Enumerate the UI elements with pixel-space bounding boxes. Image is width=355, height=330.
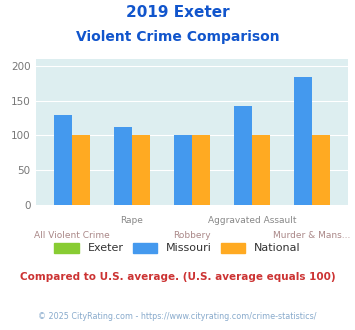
- Bar: [72, 135, 89, 205]
- Legend: Exeter, Missouri, National: Exeter, Missouri, National: [50, 238, 305, 258]
- Text: Violent Crime Comparison: Violent Crime Comparison: [76, 30, 279, 44]
- Text: All Violent Crime: All Violent Crime: [34, 231, 109, 240]
- Bar: [312, 135, 330, 205]
- Bar: [294, 77, 312, 205]
- Text: Rape: Rape: [120, 216, 143, 225]
- Bar: [234, 106, 252, 205]
- Text: Aggravated Assault: Aggravated Assault: [208, 216, 296, 225]
- Text: Robbery: Robbery: [173, 231, 211, 240]
- Bar: [174, 135, 192, 205]
- Bar: [54, 115, 72, 205]
- Text: 2019 Exeter: 2019 Exeter: [126, 5, 229, 20]
- Bar: [114, 127, 132, 205]
- Bar: [252, 135, 270, 205]
- Text: © 2025 CityRating.com - https://www.cityrating.com/crime-statistics/: © 2025 CityRating.com - https://www.city…: [38, 312, 317, 321]
- Text: Compared to U.S. average. (U.S. average equals 100): Compared to U.S. average. (U.S. average …: [20, 272, 335, 282]
- Bar: [132, 135, 150, 205]
- Bar: [192, 135, 210, 205]
- Text: Murder & Mans...: Murder & Mans...: [273, 231, 350, 240]
